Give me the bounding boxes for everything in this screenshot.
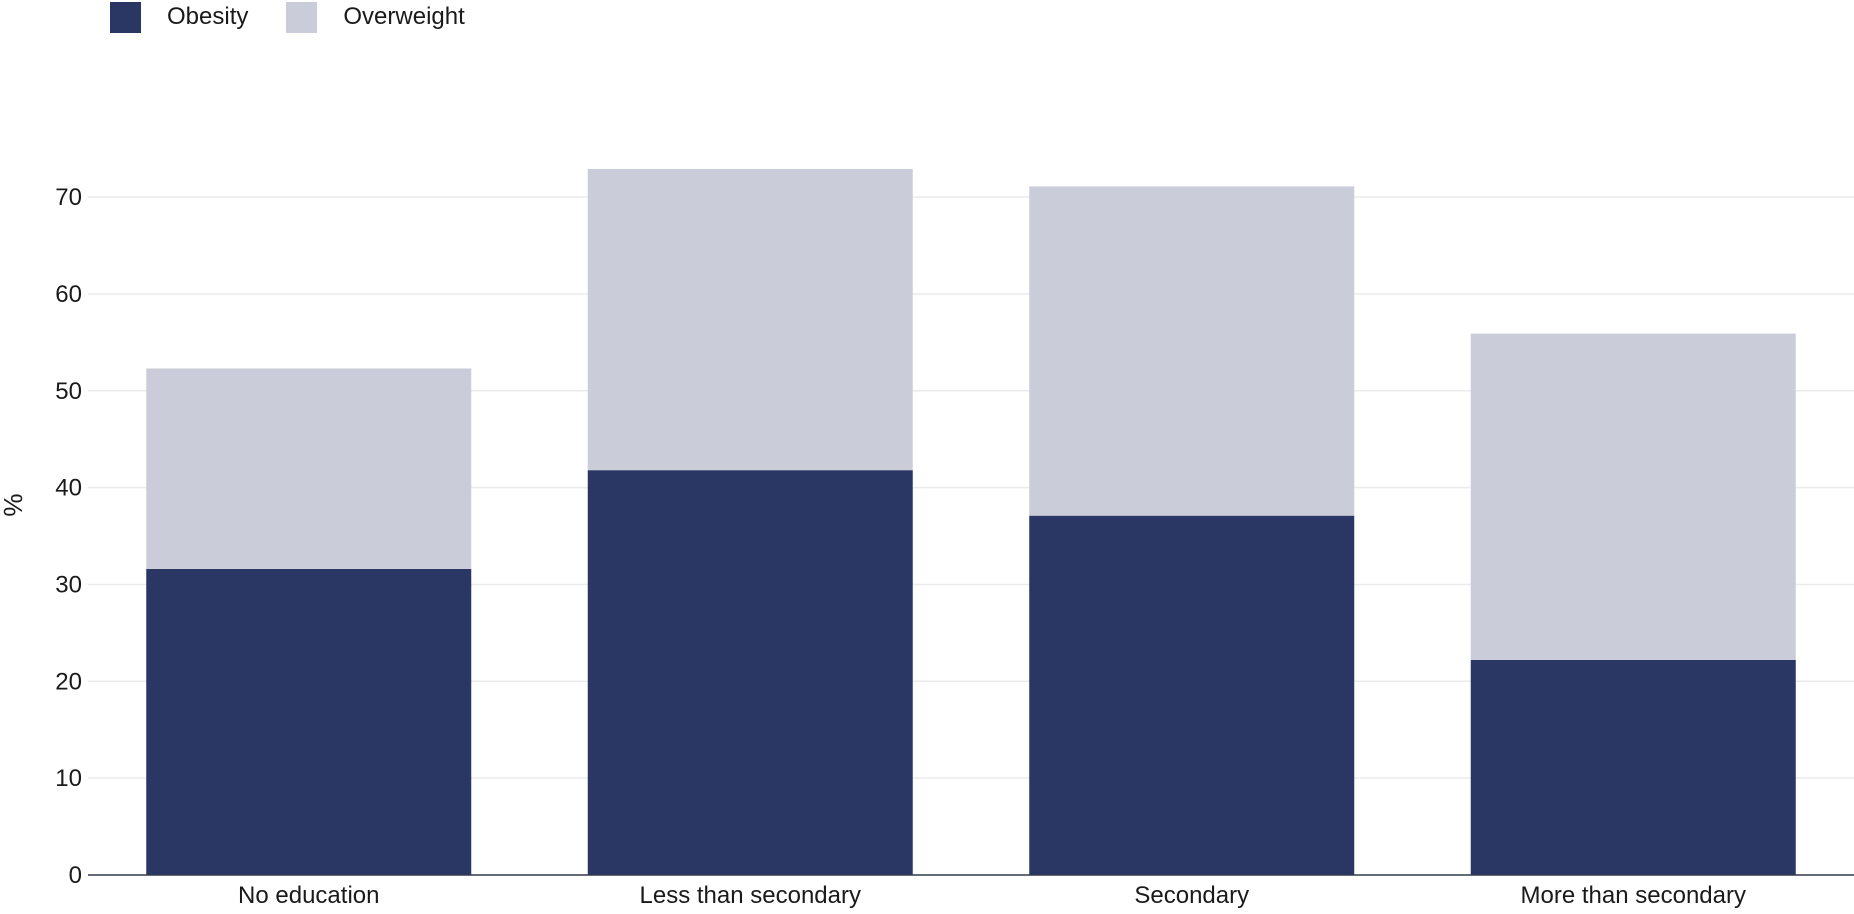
bar-obesity[interactable] [1029, 515, 1355, 875]
bar-obesity[interactable] [587, 470, 913, 875]
y-axis-ticks: 0 10 20 30 40 50 60 70 [55, 184, 82, 889]
y-tick-label: 50 [55, 378, 82, 405]
bar-overweight[interactable] [587, 168, 913, 471]
x-tick-label: Secondary [1134, 882, 1249, 909]
x-axis-ticks: No education Less than secondary Secondary… [238, 882, 1746, 909]
y-tick-label: 30 [55, 571, 82, 598]
y-tick-label: 0 [69, 862, 82, 889]
legend-item-obesity[interactable]: Obesity [110, 1, 249, 33]
legend-swatch-overweight [286, 1, 318, 33]
y-tick-label: 70 [55, 184, 82, 211]
y-tick-label: 40 [55, 475, 82, 502]
x-tick-label: More than secondary [1521, 882, 1746, 909]
y-axis-title: % [0, 493, 28, 516]
bar-obesity[interactable] [146, 568, 472, 875]
y-tick-label: 10 [55, 765, 82, 792]
bar-overweight[interactable] [1470, 333, 1796, 660]
legend-label-obesity: Obesity [167, 3, 249, 30]
legend-label-overweight: Overweight [343, 3, 465, 30]
legend-swatch-obesity [110, 1, 141, 33]
bar-overweight[interactable] [1029, 186, 1355, 516]
chart-legend: Obesity Overweight [110, 1, 503, 33]
bar-obesity[interactable] [1470, 659, 1796, 875]
x-tick-label: No education [238, 882, 379, 909]
x-tick-label: Less than secondary [640, 882, 861, 909]
y-tick-label: 20 [55, 668, 82, 695]
legend-item-overweight[interactable]: Overweight [286, 1, 465, 33]
bar-overweight[interactable] [146, 368, 472, 569]
bars [146, 168, 1796, 875]
y-tick-label: 60 [55, 281, 82, 308]
